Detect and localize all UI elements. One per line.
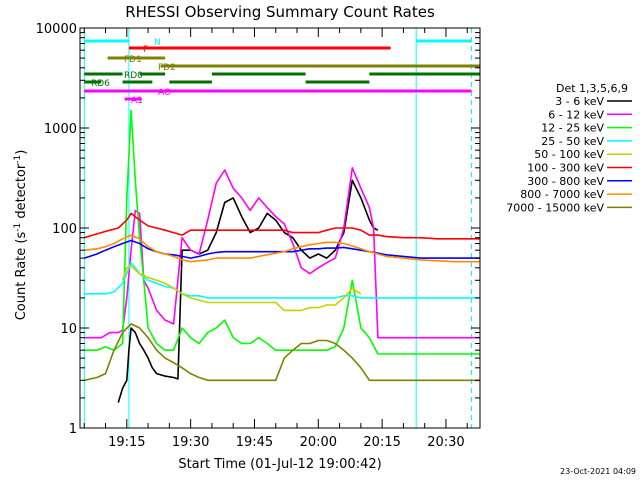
x-tick-label: 20:00 — [300, 435, 337, 450]
series-lines — [84, 109, 480, 403]
mode-label-fd2: FD2 — [158, 63, 176, 73]
x-axis-label: Start Time (01-Jul-12 19:00:42) — [178, 457, 381, 472]
y-tick-label: 1 — [69, 422, 77, 437]
y-axis-label: Count Rate (s-1 detector-1) — [13, 150, 29, 321]
legend-entry: 300 - 800 keV — [527, 175, 604, 188]
series-line-5 — [84, 212, 480, 240]
legend-entry: 7000 - 15000 keV — [506, 201, 604, 214]
x-tick-label: 19:30 — [172, 435, 209, 450]
series-line-3 — [84, 261, 480, 299]
legend-entry: 800 - 7000 keV — [520, 188, 604, 201]
series-line-0 — [117, 179, 379, 403]
mode-label-ao: AO — [158, 88, 171, 98]
mode-label-f: F — [143, 45, 148, 55]
series-line-1 — [84, 167, 480, 339]
legend-entry: 3 - 6 keV — [555, 95, 604, 108]
y-tick-label: 1000 — [44, 122, 77, 137]
date-stamp: 23-Oct-2021 04:09 — [560, 467, 636, 476]
legend-title: Det 1,3,5,6,9 — [556, 82, 628, 95]
legend-entry: 6 - 12 keV — [548, 108, 604, 121]
y-tick-label: 10000 — [36, 22, 77, 37]
series-line-8 — [84, 323, 480, 382]
legend-entry: 25 - 50 keV — [541, 135, 604, 148]
x-tick-label: 20:15 — [363, 435, 400, 450]
axes: 1 10 100 1000 10000 19:15 19:30 19:45 20:00 20:15… — [36, 22, 481, 450]
x-tick-label: 19:15 — [108, 435, 145, 450]
mode-label-fd1: FD1 — [124, 55, 142, 65]
series-line-4 — [121, 264, 362, 312]
series-line-6 — [84, 239, 480, 259]
legend-entry: 12 - 25 keV — [541, 122, 604, 135]
y-tick-label: 100 — [52, 222, 77, 237]
series-line-2 — [84, 109, 480, 355]
series-line-7 — [84, 234, 480, 263]
mode-label-rd6: RD6 — [91, 79, 110, 89]
x-tick-label: 20:30 — [427, 435, 464, 450]
legend-entry: 50 - 100 keV — [534, 148, 604, 161]
chart-title: RHESSI Observing Summary Count Rates — [125, 3, 435, 21]
mode-label-rd0: RD0 — [124, 71, 143, 81]
legend-entry: 100 - 300 keV — [527, 162, 604, 175]
mode-label-a1: A1 — [131, 96, 143, 106]
x-tick-label: 19:45 — [236, 435, 273, 450]
mode-label-n: N — [154, 38, 161, 48]
y-tick-label: 10 — [60, 322, 77, 337]
